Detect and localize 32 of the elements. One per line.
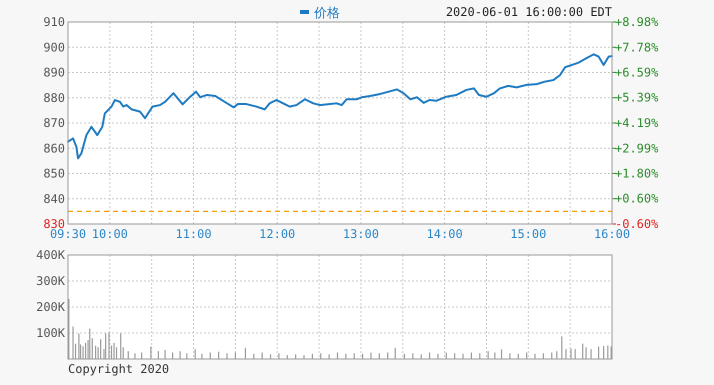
y2-tick-label: +2.99% — [615, 141, 660, 156]
y2-tick-label: +7.78% — [615, 40, 660, 54]
y-tick-label: 870 — [43, 116, 65, 130]
x-tick-label: 14:00 — [426, 227, 463, 241]
y-tick-label: 860 — [43, 141, 65, 156]
y-tick-label: 200K — [36, 300, 66, 314]
x-tick-label: 09:30 — [50, 227, 86, 241]
line-series — [67, 53, 613, 160]
x-tick-label: 12:00 — [259, 227, 296, 241]
y-tick-label: 300K — [36, 274, 66, 288]
x-tick-label: 13:00 — [342, 227, 379, 241]
x-tick-label: 16:00 — [594, 227, 630, 241]
y-tick-label: 400K — [36, 248, 66, 262]
y2-tick-label: +0.60% — [615, 192, 660, 206]
chart-subtitle: 2020-06-01 16:00:00 EDT — [446, 5, 612, 19]
y-tick-label: 910 — [43, 15, 65, 29]
y2-tick-label: +5.39% — [615, 90, 660, 105]
y-tick-label: 100K — [36, 326, 66, 340]
text: Copyright 2020 — [68, 362, 170, 376]
y2-tick-label: +6.59% — [615, 65, 660, 80]
x-tick-label: 10:00 — [92, 227, 128, 241]
y-tick-label: 880 — [43, 90, 65, 105]
y2-tick-label: +4.19% — [615, 116, 660, 130]
y2-tick-label: +1.80% — [615, 166, 660, 180]
y-tick-label: 890 — [43, 66, 65, 80]
y-tick-label: 850 — [43, 166, 65, 180]
y-tick-label: 840 — [43, 192, 65, 206]
legend-label: 价格 — [313, 6, 340, 21]
x-tick-label: 11:00 — [175, 227, 212, 241]
y2-tick-label: +8.98% — [615, 15, 660, 29]
x-tick-label: 15:00 — [510, 227, 546, 241]
y-tick-label: 900 — [43, 40, 65, 54]
